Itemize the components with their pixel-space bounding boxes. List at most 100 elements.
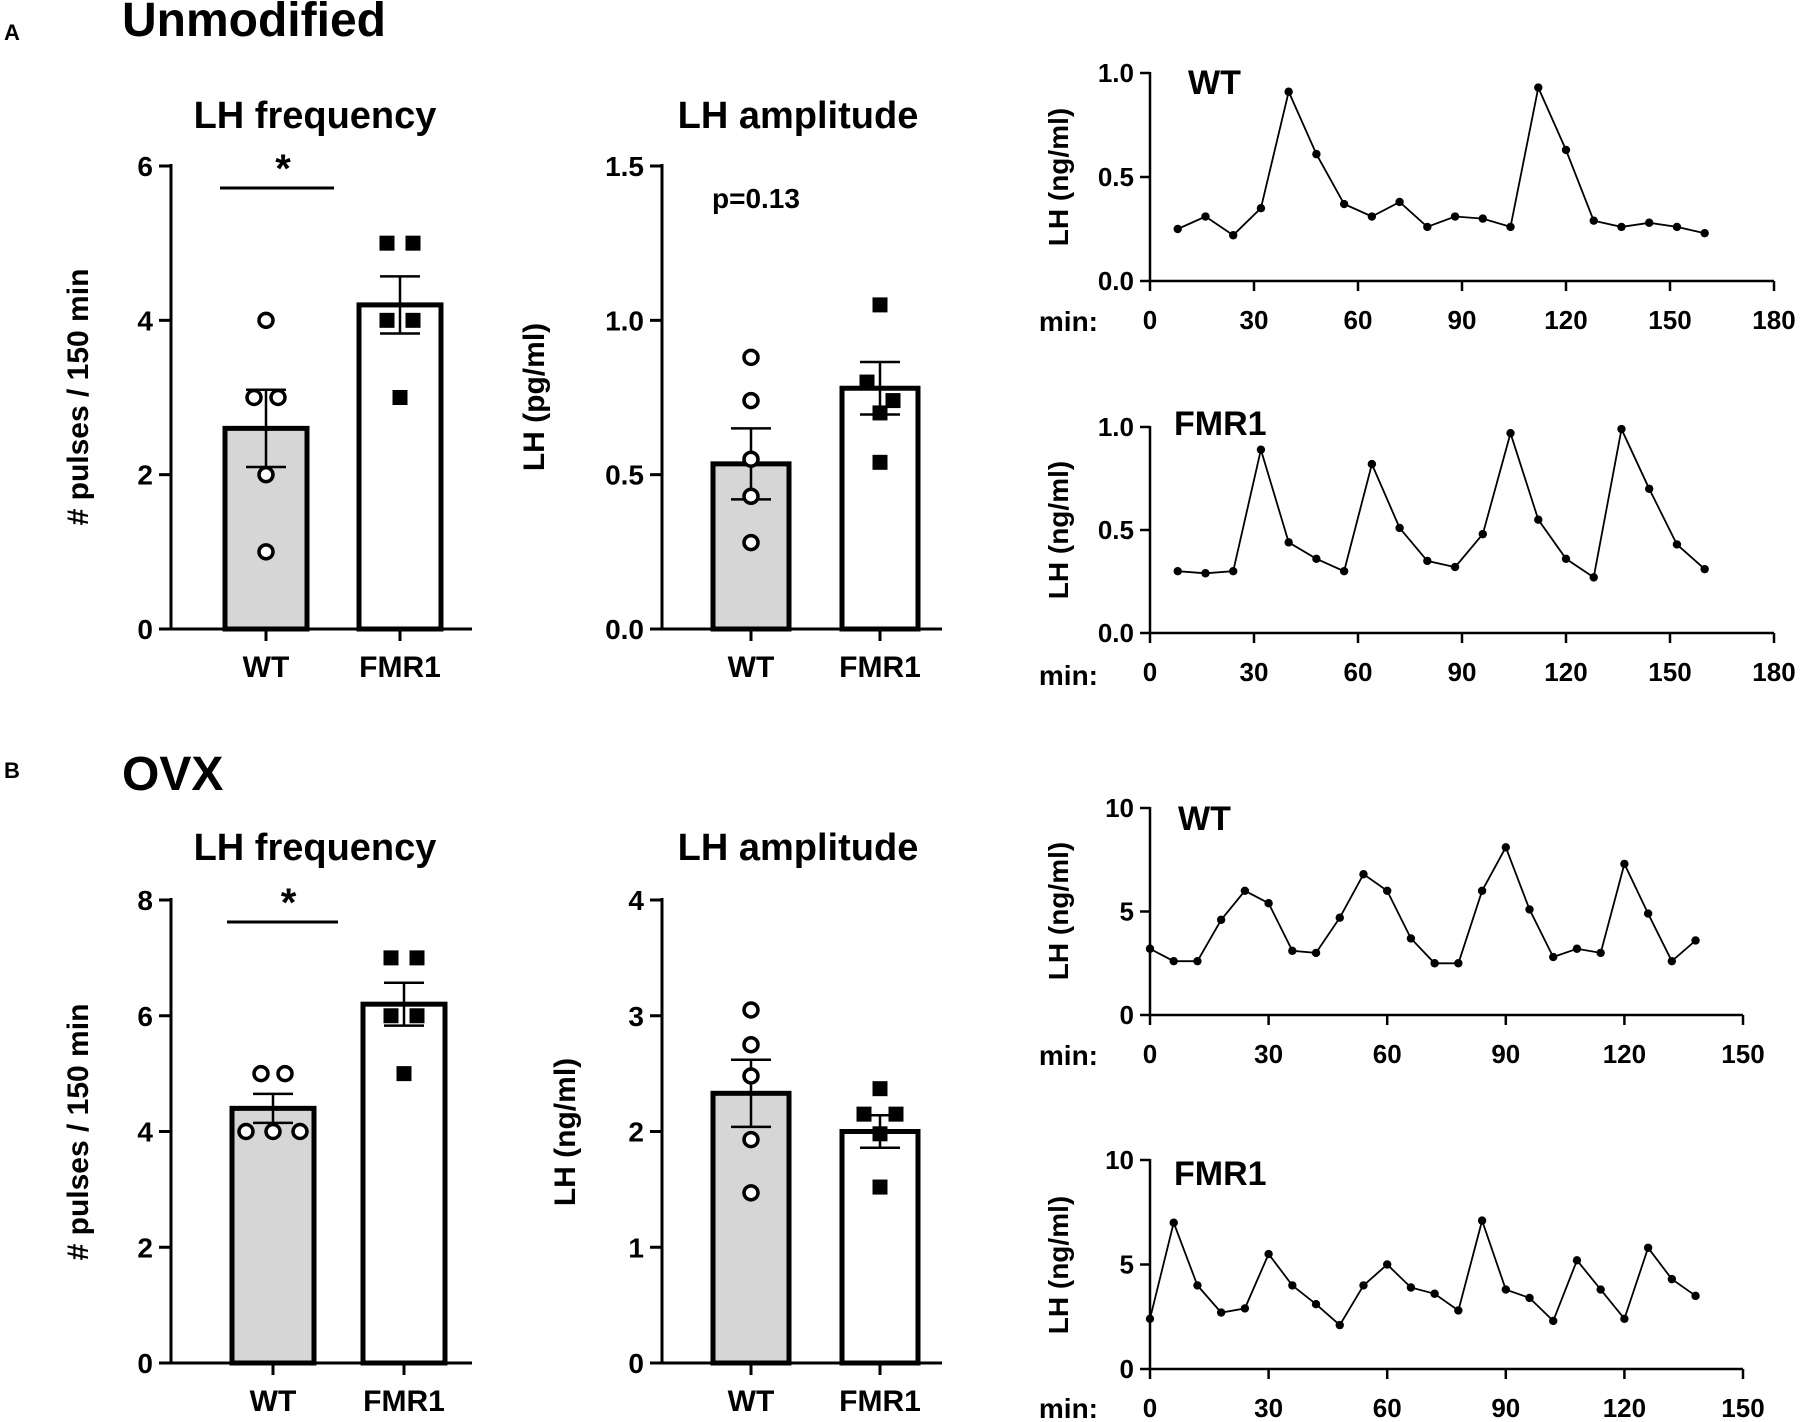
x-tick-label: FMR1 <box>839 1385 921 1418</box>
bar-fmr1 <box>839 385 921 632</box>
x-tick-label: 180 <box>1752 657 1795 687</box>
y-axis-label: # pulses / 150 min <box>62 269 95 526</box>
series-point <box>1501 843 1511 852</box>
p-value-label: p=0.13 <box>712 183 800 214</box>
x-tick-label: WT <box>728 651 775 684</box>
x-tick-label: 120 <box>1603 1393 1646 1422</box>
data-point-wt <box>742 1130 760 1149</box>
series-point <box>1173 224 1182 234</box>
data-point-wt <box>742 487 760 506</box>
series-point <box>1311 948 1321 958</box>
y-tick-label: 0 <box>628 1348 644 1379</box>
series-point <box>1335 913 1344 922</box>
series-point <box>1691 936 1700 945</box>
x-tick-label: 0 <box>1143 1039 1157 1069</box>
x-tick-label: FMR1 <box>839 651 921 684</box>
x-tick-label: WT <box>728 1385 775 1418</box>
series-point <box>1643 1243 1653 1252</box>
series-point <box>1700 564 1709 574</box>
chart-title: FMR1 <box>1174 1155 1267 1193</box>
data-point-wt <box>742 391 760 410</box>
series-point <box>1216 915 1226 924</box>
series-point <box>1284 538 1293 547</box>
y-tick-label: 6 <box>137 1001 153 1032</box>
series-line <box>1177 84 1705 237</box>
series-point <box>1193 1281 1202 1290</box>
chart-title: LH frequency <box>194 827 437 869</box>
y-tick-label: 1.0 <box>1098 58 1134 88</box>
chart-title: LH frequency <box>194 95 437 137</box>
series-point <box>1256 445 1266 454</box>
series-point <box>1339 199 1349 209</box>
series-point <box>1501 1285 1511 1294</box>
series-point <box>1478 214 1488 223</box>
y-tick-label: 4 <box>137 305 153 336</box>
data-point-wt <box>257 543 275 561</box>
series-point <box>1506 222 1515 232</box>
data-point-fmr1 <box>409 1008 425 1024</box>
bar-fmr1 <box>356 302 444 632</box>
series-point <box>1643 909 1653 918</box>
x-tick-label: 120 <box>1544 305 1587 335</box>
series-point <box>1145 1314 1155 1324</box>
x-tick-label: 30 <box>1254 1039 1283 1069</box>
x-tick-label: 30 <box>1254 1393 1283 1422</box>
x-tick-label: 0 <box>1143 305 1157 335</box>
x-tick-label: 90 <box>1491 1039 1520 1069</box>
series-line <box>1149 1217 1697 1327</box>
bar-fmr1 <box>360 1001 448 1366</box>
chart-a_amp: LH amplitude LH (pg/ml) WT FMR1 0.0 0.5 1.0 1.5… <box>518 95 942 684</box>
series-point <box>1173 567 1182 576</box>
y-axis-label: LH (ng/ml) <box>1043 108 1074 246</box>
data-point-wt <box>252 1064 270 1083</box>
series-point <box>1477 1216 1487 1225</box>
data-point-fmr1 <box>379 235 395 251</box>
y-tick-label: 6 <box>137 151 153 182</box>
data-point-fmr1 <box>405 312 421 328</box>
x-tick-label: 150 <box>1721 1393 1764 1422</box>
series-point <box>1506 428 1515 438</box>
x-tick-label: 90 <box>1448 657 1477 687</box>
data-point-wt <box>257 311 275 330</box>
x-tick-label: 150 <box>1648 305 1691 335</box>
series-point <box>1193 956 1202 966</box>
y-tick-label: 10 <box>1105 793 1134 823</box>
x-tick-label: 120 <box>1544 657 1587 687</box>
series-point <box>1312 554 1321 564</box>
series-point <box>1549 1316 1558 1326</box>
data-point-fmr1 <box>383 950 399 966</box>
series-point <box>1216 1308 1226 1317</box>
data-point-fmr1 <box>383 1008 399 1024</box>
data-point-fmr1 <box>872 405 888 421</box>
data-point-wt <box>245 388 263 407</box>
bar-fmr1 <box>839 1129 921 1366</box>
y-axis-label: LH (ng/ml) <box>1043 842 1074 980</box>
series-point <box>1359 1281 1368 1290</box>
data-point-fmr1 <box>872 1081 888 1097</box>
x-axis-label: min: <box>1039 306 1098 337</box>
series-point <box>1312 149 1321 159</box>
series-point <box>1201 212 1210 221</box>
chart-a_wt: WT LH (ng/ml) min:0.0 0.5 1.0 0 30 60 90 120 150 18… <box>1039 58 1796 337</box>
series-point <box>1672 222 1682 232</box>
series-point <box>1169 956 1178 966</box>
x-tick-label: 120 <box>1603 1039 1646 1069</box>
data-point-fmr1 <box>872 297 888 313</box>
series-point <box>1423 556 1432 566</box>
data-point-fmr1 <box>859 374 875 390</box>
series-point <box>1367 459 1377 469</box>
series-point <box>1617 222 1626 232</box>
series-point <box>1311 1300 1321 1309</box>
series-point <box>1561 554 1571 564</box>
chart-a_freq: LH frequency # pulses / 150 min WT FMR1 0 2 4 6… <box>62 95 472 684</box>
y-tick-label: 1 <box>628 1232 644 1263</box>
y-tick-label: 0.5 <box>1098 162 1134 192</box>
y-tick-label: 0 <box>1120 1000 1134 1030</box>
series-point <box>1288 1281 1297 1290</box>
series-point <box>1367 212 1377 221</box>
y-tick-label: 3 <box>628 1001 644 1032</box>
chart-b_wt: WT LH (ng/ml) min: 0 5 10 0 30 60 90 120 150 <box>1039 793 1765 1071</box>
series-point <box>1589 216 1598 225</box>
significance-star: * <box>275 147 291 191</box>
